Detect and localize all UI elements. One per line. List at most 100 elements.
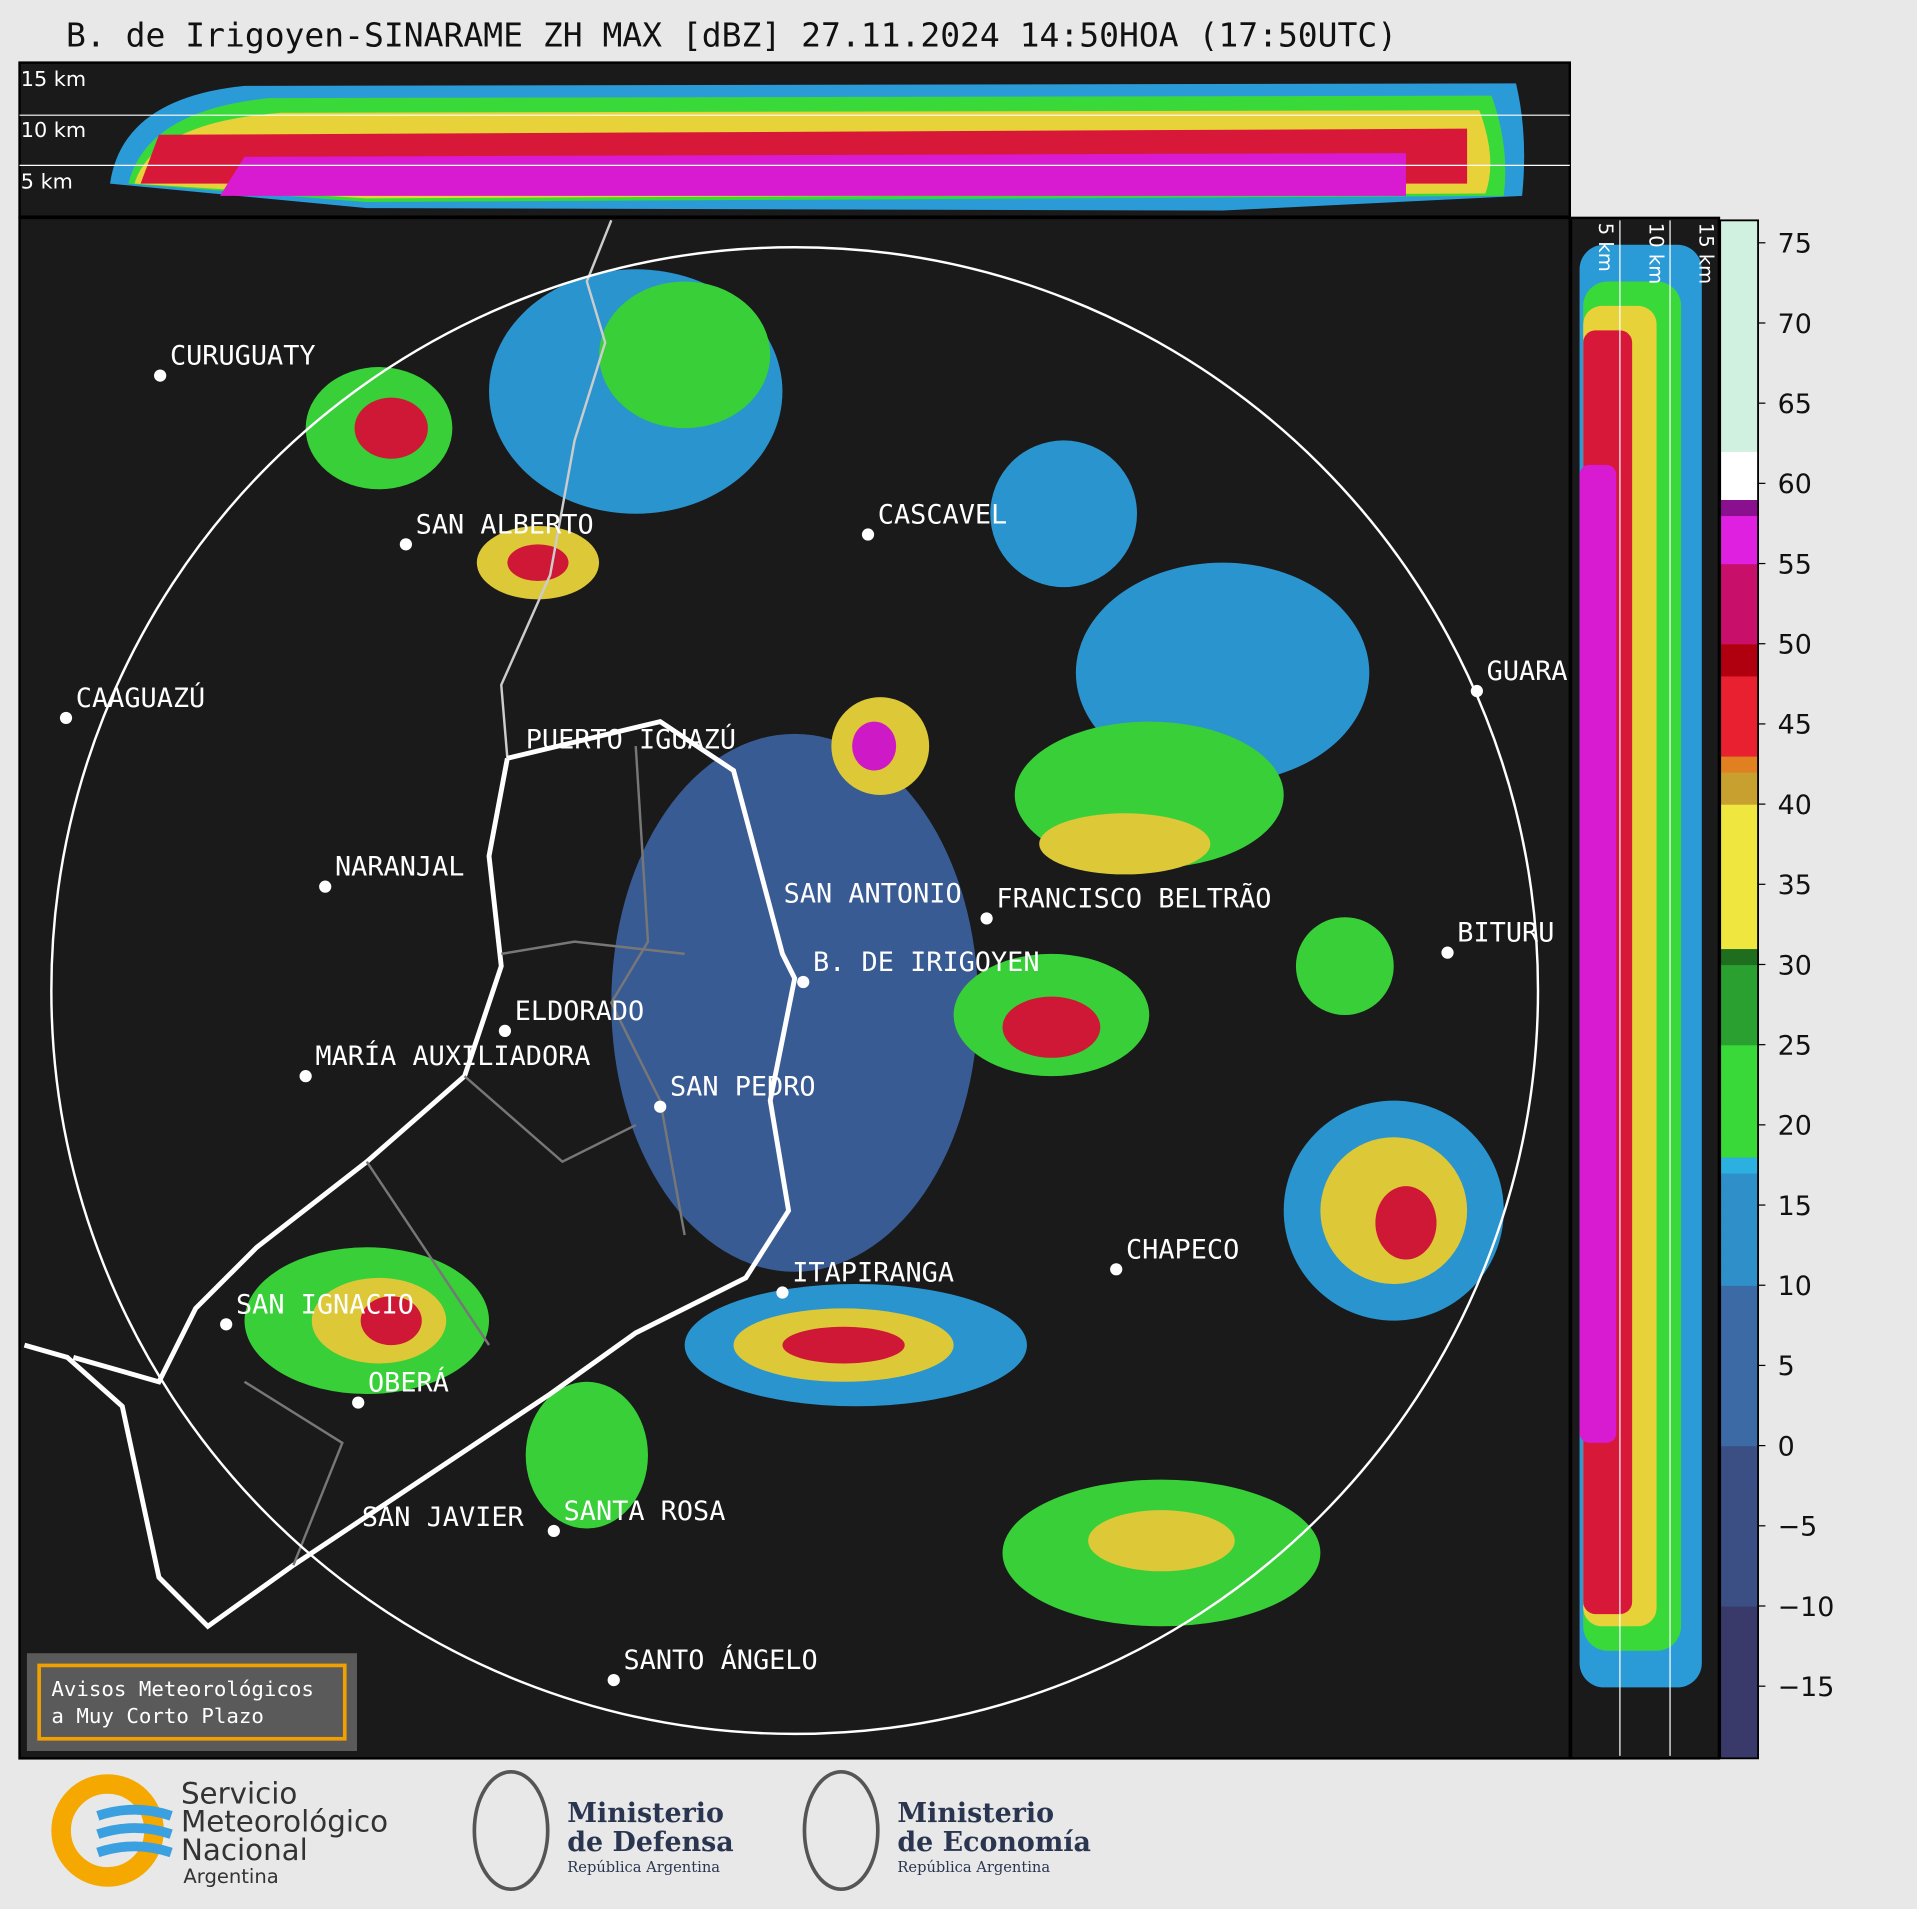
colorbar-cell	[1720, 884, 1759, 901]
colorbar-cell	[1720, 1429, 1759, 1447]
colorbar-cell	[1720, 355, 1759, 372]
logo-text: de Economía	[897, 1827, 1091, 1858]
colorbar-cell	[1720, 1124, 1759, 1142]
logo-text: Servicio	[181, 1777, 297, 1811]
logo-text: de Defensa	[567, 1827, 733, 1858]
city-label: CASCAVEL	[878, 500, 1007, 531]
city-label: NARANJAL	[335, 852, 464, 883]
colorbar-cell	[1720, 531, 1759, 549]
colorbar-cell	[1720, 1381, 1759, 1399]
city-dot	[1470, 684, 1483, 698]
colorbar-cell	[1720, 451, 1759, 468]
logo-text: Ministerio	[897, 1798, 1054, 1829]
colorbar-tick-label: 30	[1778, 950, 1812, 981]
city-dot	[1441, 946, 1454, 959]
colorbar-cell	[1720, 403, 1759, 420]
logo-text: Nacional	[181, 1833, 308, 1867]
colorbar-tick-label: 5	[1778, 1351, 1795, 1382]
city-dot	[399, 538, 413, 551]
city-label: BITURU	[1457, 918, 1554, 949]
height-label: 10 km	[21, 118, 86, 142]
colorbar-cell	[1720, 595, 1759, 613]
colorbar-tick-label: 75	[1778, 229, 1812, 260]
colorbar-cell	[1720, 611, 1759, 629]
colorbar-cell	[1720, 290, 1759, 308]
warning-frame	[37, 1663, 347, 1741]
top-echo	[110, 83, 1525, 211]
colorbar-cell	[1720, 1477, 1759, 1495]
colorbar-cell	[1720, 788, 1759, 805]
city-label: ITAPIRANGA	[792, 1258, 954, 1289]
colorbar-cell	[1720, 675, 1759, 693]
logo-text: República Argentina	[897, 1859, 1050, 1876]
height-label: 15 km	[1694, 223, 1717, 284]
colorbar-cell	[1720, 435, 1759, 452]
range-ring	[50, 246, 1540, 1736]
side-echo	[1579, 244, 1702, 1688]
colorbar-tick-label: 55	[1778, 549, 1812, 580]
colorbar-tick-label: 35	[1778, 870, 1812, 901]
city-label: OBERÁ	[368, 1367, 449, 1399]
colorbar-cell	[1720, 1734, 1759, 1751]
colorbar-cell	[1720, 1525, 1759, 1543]
colorbar-cell	[1720, 980, 1759, 998]
colorbar-cell	[1720, 1172, 1759, 1190]
colorbar-tick-label: 45	[1778, 710, 1812, 741]
colorbar-cell	[1720, 515, 1759, 533]
colorbar-cell	[1720, 1541, 1759, 1559]
colorbar-cell	[1720, 1365, 1759, 1383]
city-label: PUERTO IGUAZÚ	[526, 723, 736, 755]
colorbar-tick-label: −5	[1778, 1512, 1818, 1543]
city-dot	[547, 1524, 560, 1538]
colorbar-cell	[1720, 499, 1759, 517]
city-label: CAAGUAZÚ	[76, 682, 205, 714]
colorbar-cell	[1720, 1413, 1759, 1431]
colorbar-tick-label: 25	[1778, 1030, 1812, 1061]
colorbar-cell	[1720, 1589, 1759, 1607]
colorbar-cell	[1720, 387, 1759, 404]
colorbar-cell	[1720, 948, 1759, 966]
colorbar-cell	[1720, 996, 1759, 1014]
city-dot	[607, 1673, 620, 1687]
colorbar-cell	[1720, 1445, 1759, 1463]
smn-logo	[96, 1804, 173, 1858]
logo-text: Ministerio	[567, 1798, 724, 1829]
colorbar-cell	[1720, 707, 1759, 725]
colorbar-cell	[1720, 1060, 1759, 1078]
colorbar-tick-label: −10	[1778, 1592, 1835, 1623]
colorbar: −15 −10 −5 0 5 10 15 20 25 30 35 40 45 50 55 60 65 70 75	[1719, 219, 1835, 1760]
logo-text: Meteorológico	[181, 1805, 388, 1839]
colorbar-cell	[1720, 932, 1759, 950]
colorbar-cell	[1720, 1397, 1759, 1415]
colorbar-cell	[1720, 1140, 1759, 1158]
city-label: SANTA ROSA	[564, 1496, 726, 1527]
city-dot	[299, 1070, 312, 1083]
colorbar-cell	[1720, 1092, 1759, 1110]
coat-of-arms	[802, 1769, 880, 1891]
city-label: SAN JAVIER	[362, 1502, 525, 1533]
colorbar-tick-label: 65	[1778, 389, 1812, 420]
height-label: 10 km	[1644, 223, 1667, 284]
city-dot	[776, 1286, 789, 1299]
colorbar-cell	[1720, 1221, 1759, 1238]
colorbar-cell	[1720, 563, 1759, 581]
colorbar-cell	[1720, 1493, 1759, 1511]
colorbar-cell	[1720, 274, 1759, 292]
colorbar-cell	[1720, 1461, 1759, 1479]
colorbar-cell	[1720, 220, 1759, 228]
colorbar-tick-label: 70	[1778, 309, 1812, 340]
city-dot	[980, 912, 993, 925]
warning-text: Avisos Meteorológicos	[51, 1677, 314, 1701]
city-dot	[861, 528, 875, 541]
city-label: B. DE IRIGOYEN	[813, 947, 1040, 978]
district-border	[243, 745, 686, 1566]
colorbar-cell	[1720, 371, 1759, 388]
colorbar-cell	[1720, 322, 1759, 340]
colorbar-cell	[1720, 242, 1759, 260]
colorbar-cell	[1720, 1349, 1759, 1367]
colorbar-cell	[1720, 1573, 1759, 1591]
colorbar-cell	[1720, 1012, 1759, 1030]
city-dot	[654, 1100, 667, 1113]
city-dot	[352, 1396, 365, 1409]
